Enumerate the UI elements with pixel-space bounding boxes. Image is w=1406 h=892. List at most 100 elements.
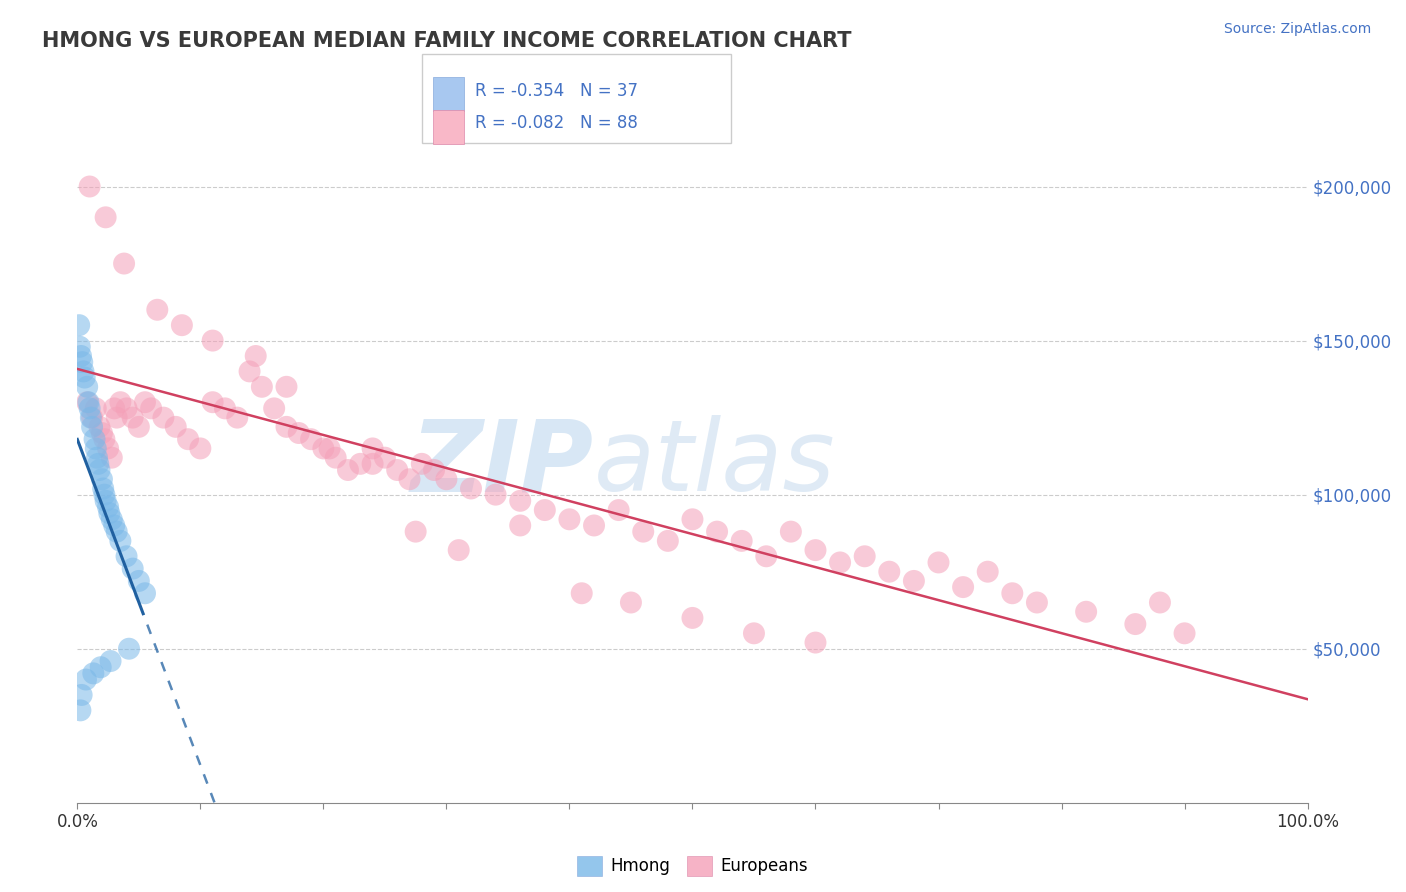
Point	[76, 395, 98, 409]
Point	[509, 518, 531, 533]
Point	[84, 401, 107, 416]
Text: ZIP: ZIP	[411, 416, 595, 512]
Point	[879, 565, 901, 579]
Point	[633, 524, 655, 539]
Point	[97, 500, 120, 514]
Point	[903, 574, 925, 588]
Point	[1076, 605, 1098, 619]
Point	[928, 556, 950, 570]
Point	[460, 482, 482, 496]
Legend: Hmong, Europeans: Hmong, Europeans	[571, 849, 814, 882]
Point	[361, 442, 384, 456]
Point	[86, 450, 108, 465]
Point	[398, 472, 420, 486]
Point	[79, 401, 101, 416]
Point	[105, 524, 128, 539]
Point	[72, 364, 94, 378]
Point	[91, 482, 114, 496]
Point	[1149, 595, 1171, 609]
Point	[152, 410, 174, 425]
Point	[1174, 626, 1197, 640]
Point	[69, 340, 91, 354]
Point	[121, 410, 143, 425]
Point	[110, 395, 132, 409]
Point	[146, 302, 169, 317]
Point	[571, 586, 593, 600]
Point	[177, 432, 200, 446]
Point	[263, 401, 285, 416]
Point	[349, 457, 371, 471]
Text: atlas: atlas	[595, 416, 835, 512]
Point	[69, 703, 91, 717]
Point	[288, 425, 311, 440]
Point	[201, 334, 224, 348]
Point	[318, 442, 340, 456]
Point	[98, 506, 121, 520]
Point	[134, 586, 156, 600]
Point	[682, 611, 704, 625]
Point	[804, 543, 827, 558]
Point	[830, 556, 852, 570]
Point	[411, 457, 433, 471]
Point	[485, 488, 508, 502]
Point	[94, 211, 117, 225]
Point	[87, 457, 110, 471]
Point	[558, 512, 581, 526]
Point	[214, 401, 236, 416]
Point	[165, 420, 187, 434]
Text: R = -0.354   N = 37: R = -0.354 N = 37	[475, 82, 638, 100]
Point	[121, 561, 143, 575]
Point	[706, 524, 728, 539]
Point	[70, 688, 93, 702]
Point	[82, 420, 104, 434]
Point	[76, 380, 98, 394]
Point	[70, 349, 93, 363]
Point	[226, 410, 249, 425]
Point	[83, 432, 105, 446]
Point	[657, 533, 679, 548]
Point	[312, 442, 335, 456]
Point	[170, 318, 193, 333]
Point	[141, 401, 163, 416]
Point	[90, 425, 114, 440]
Point	[405, 524, 427, 539]
Point	[84, 442, 107, 456]
Point	[134, 395, 156, 409]
Point	[245, 349, 267, 363]
Point	[299, 432, 322, 446]
Point	[90, 660, 112, 674]
Point	[93, 432, 115, 446]
Point	[509, 493, 531, 508]
Point	[110, 533, 132, 548]
Point	[77, 395, 100, 409]
Point	[780, 524, 803, 539]
Point	[977, 565, 1000, 579]
Point	[112, 256, 135, 270]
Point	[682, 512, 704, 526]
Point	[447, 543, 470, 558]
Text: HMONG VS EUROPEAN MEDIAN FAMILY INCOME CORRELATION CHART: HMONG VS EUROPEAN MEDIAN FAMILY INCOME C…	[42, 31, 852, 51]
Point	[731, 533, 754, 548]
Point	[607, 503, 630, 517]
Point	[190, 442, 212, 456]
Point	[94, 493, 117, 508]
Point	[79, 179, 101, 194]
Point	[387, 463, 409, 477]
Point	[583, 518, 606, 533]
Point	[374, 450, 396, 465]
Point	[103, 401, 125, 416]
Point	[620, 595, 643, 609]
Point	[423, 463, 446, 477]
Point	[67, 318, 90, 333]
Point	[103, 518, 125, 533]
Point	[115, 549, 138, 564]
Point	[82, 410, 104, 425]
Point	[337, 463, 360, 477]
Point	[1026, 595, 1049, 609]
Point	[101, 450, 124, 465]
Point	[250, 380, 273, 394]
Point	[742, 626, 765, 640]
Point	[804, 635, 827, 649]
Point	[436, 472, 458, 486]
Point	[361, 457, 384, 471]
